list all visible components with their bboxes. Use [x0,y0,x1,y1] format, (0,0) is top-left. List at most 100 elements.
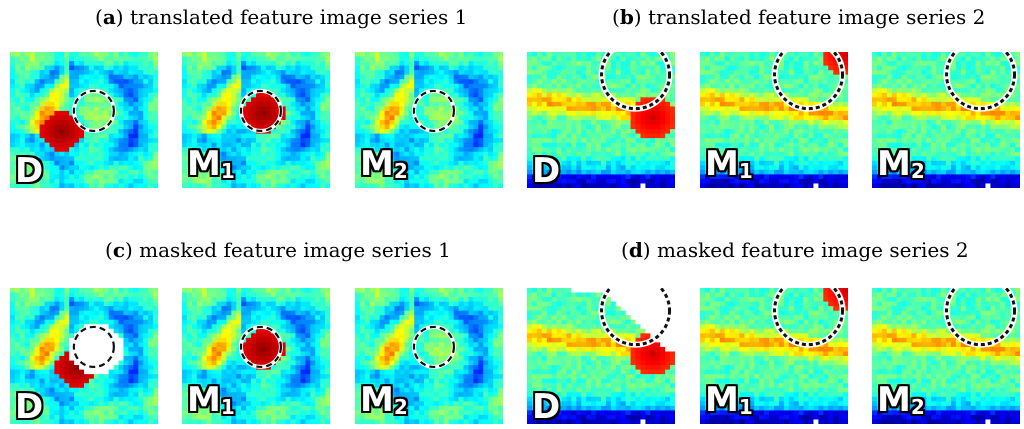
heatmap-cell [650,183,656,188]
heatmap-cell [458,92,464,98]
heatmap-cell [739,156,745,162]
heatmap-cell [409,174,415,180]
heatmap-cell [630,151,636,157]
heatmap-cell [724,183,730,188]
heatmap-cell [236,178,242,184]
heatmap-cell [275,174,282,180]
heatmap-cell [793,151,800,157]
heatmap-cell [660,110,666,116]
heatmap-cell [813,65,819,71]
heatmap-cell [153,151,158,157]
heatmap-cell [404,165,410,171]
heatmap-cell [148,56,154,62]
heatmap-cell [823,133,829,139]
heatmap-cell [458,169,464,175]
heatmap-cell [635,110,641,116]
heatmap-cell [443,156,450,162]
heatmap-cell [108,74,114,80]
heatmap-cell [34,142,40,148]
heatmap-cell [69,120,75,125]
region-circle [72,89,115,133]
heatmap-cell [305,124,311,130]
heatmap-cell [483,106,489,112]
heatmap-cell [143,178,149,184]
heatmap-cell [793,156,800,162]
heatmap-cell [399,138,405,144]
heatmap-cell [113,183,119,188]
heatmap-cell [566,101,572,107]
heatmap-cell [241,83,247,89]
heatmap-cell [453,83,459,89]
heatmap-cell [610,183,617,188]
heatmap-cell [448,92,455,98]
heatmap-cell [843,56,848,62]
heatmap-cell [453,169,459,175]
heatmap-cell [305,52,311,57]
heatmap-cell [19,101,26,107]
heatmap-cell [635,101,641,107]
heatmap-cell [260,147,267,153]
heatmap-cell [305,174,311,180]
heatmap-cell [581,156,587,162]
heatmap-cell [384,61,390,66]
heatmap-cell [818,133,824,139]
heatmap-cell [325,110,330,116]
heatmap-cell [729,151,735,157]
heatmap-cell [833,115,839,121]
heatmap-cell [660,74,666,80]
heatmap-cell [64,79,70,85]
region-circle [600,52,672,111]
heatmap-cell [655,56,661,62]
heatmap-cell [379,124,385,130]
heatmap-cell [610,129,617,134]
heatmap-cell [414,174,420,180]
heatmap-cell [325,101,330,107]
heatmap-cell [325,129,330,134]
heatmap-cell [630,183,636,188]
heatmap-cell [808,52,814,57]
heatmap-cell [10,169,16,175]
heatmap-cell [901,101,907,107]
heatmap-cell [926,115,932,121]
heatmap-cell [458,151,464,157]
heatmap-cell [759,156,765,162]
heatmap-cell [34,115,40,121]
heatmap-cell [843,52,848,57]
heatmap-cell [704,133,711,139]
heatmap-cell [448,106,455,112]
heatmap-cell [950,83,957,89]
heatmap-cell [833,133,839,139]
heatmap-cell [211,142,217,148]
heatmap-cell [69,142,75,148]
heatmap-cell [483,178,489,184]
heatmap-cell [571,97,577,103]
heatmap-cell [98,74,105,80]
heatmap-cell [473,110,479,116]
heatmap-cell [118,142,124,148]
heatmap-cell [754,160,760,166]
heatmap-cell [709,106,716,112]
heatmap-cell [59,110,65,116]
heatmap-cell [226,156,232,162]
heatmap-cell [754,174,760,180]
heatmap-cell [24,106,31,112]
heatmap-cell [69,92,75,98]
heatmap-cell [468,97,474,103]
heatmap-cell [88,133,95,139]
heatmap-cell [443,88,450,94]
heatmap-cell [241,124,247,130]
heatmap-cell [650,88,656,94]
heatmap-cell [44,79,50,85]
heatmap-cell [744,88,750,94]
heatmap-cell [724,156,730,162]
heatmap-cell [414,88,420,94]
heatmap-cell [955,79,962,85]
heatmap-cell [936,74,942,80]
heatmap-cell [191,183,198,188]
heatmap-cell [280,138,286,144]
heatmap-cell [182,70,188,76]
heatmap-cell [650,165,656,171]
heatmap-cell [463,61,469,66]
heatmap-cell [429,56,435,62]
heatmap-cell [881,74,888,80]
